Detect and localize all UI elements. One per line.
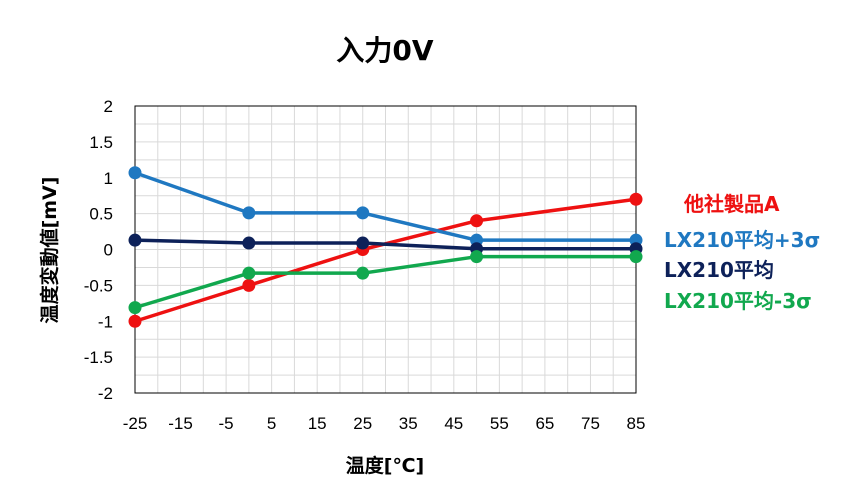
y-tick-label: 0.5: [89, 205, 113, 224]
legend-entry: LX210平均+3σ: [664, 228, 820, 252]
x-tick-label: 25: [353, 414, 372, 433]
legend: 他社製品A LX210平均+3σ LX210平均 LX210平均-3σ: [664, 192, 820, 313]
y-axis-label: 温度変動値[mV]: [38, 177, 61, 324]
data-point: [242, 278, 256, 292]
x-axis-label: 温度[℃]: [346, 454, 424, 477]
x-tick-label: 35: [399, 414, 418, 433]
x-tick-labels: -25 -15 -5 5 15 25 35 45 55 65 75 85: [123, 414, 646, 433]
x-tick-label: -15: [168, 414, 193, 433]
y-tick-label: -1: [98, 312, 113, 331]
x-tick-label: -25: [123, 414, 148, 433]
data-point: [128, 301, 142, 315]
y-tick-labels: 2 1.5 1 0.5 0 -0.5 -1 -1.5 -2: [84, 97, 113, 403]
y-tick-label: -1.5: [84, 348, 113, 367]
data-point: [242, 236, 256, 250]
y-tick-label: -2: [98, 384, 113, 403]
x-tick-label: 55: [490, 414, 509, 433]
y-tick-label: 1: [104, 169, 113, 188]
data-point: [629, 192, 643, 206]
data-point: [128, 233, 142, 247]
data-point: [356, 236, 370, 250]
data-point: [470, 250, 484, 264]
data-point: [356, 206, 370, 220]
data-point: [242, 206, 256, 220]
series-layer: [128, 166, 643, 328]
data-point: [128, 314, 142, 328]
y-tick-label: 1.5: [89, 133, 113, 152]
y-tick-label: -0.5: [84, 276, 113, 295]
data-point: [356, 266, 370, 280]
chart-title: 入力0V: [336, 34, 433, 67]
x-tick-label: 85: [627, 414, 646, 433]
x-tick-label: 5: [267, 414, 276, 433]
legend-entry: 他社製品A: [683, 192, 780, 216]
y-tick-label: 0: [104, 241, 113, 260]
x-tick-label: 45: [444, 414, 463, 433]
x-tick-label: 65: [535, 414, 554, 433]
data-point: [470, 214, 484, 228]
x-tick-label: 75: [581, 414, 600, 433]
x-tick-label: 15: [308, 414, 327, 433]
x-tick-label: -5: [219, 414, 234, 433]
data-point: [128, 166, 142, 180]
legend-entry: LX210平均-3σ: [664, 289, 812, 313]
y-tick-label: 2: [104, 97, 113, 116]
data-point: [629, 250, 643, 264]
legend-entry: LX210平均: [664, 258, 774, 282]
data-point: [242, 266, 256, 280]
